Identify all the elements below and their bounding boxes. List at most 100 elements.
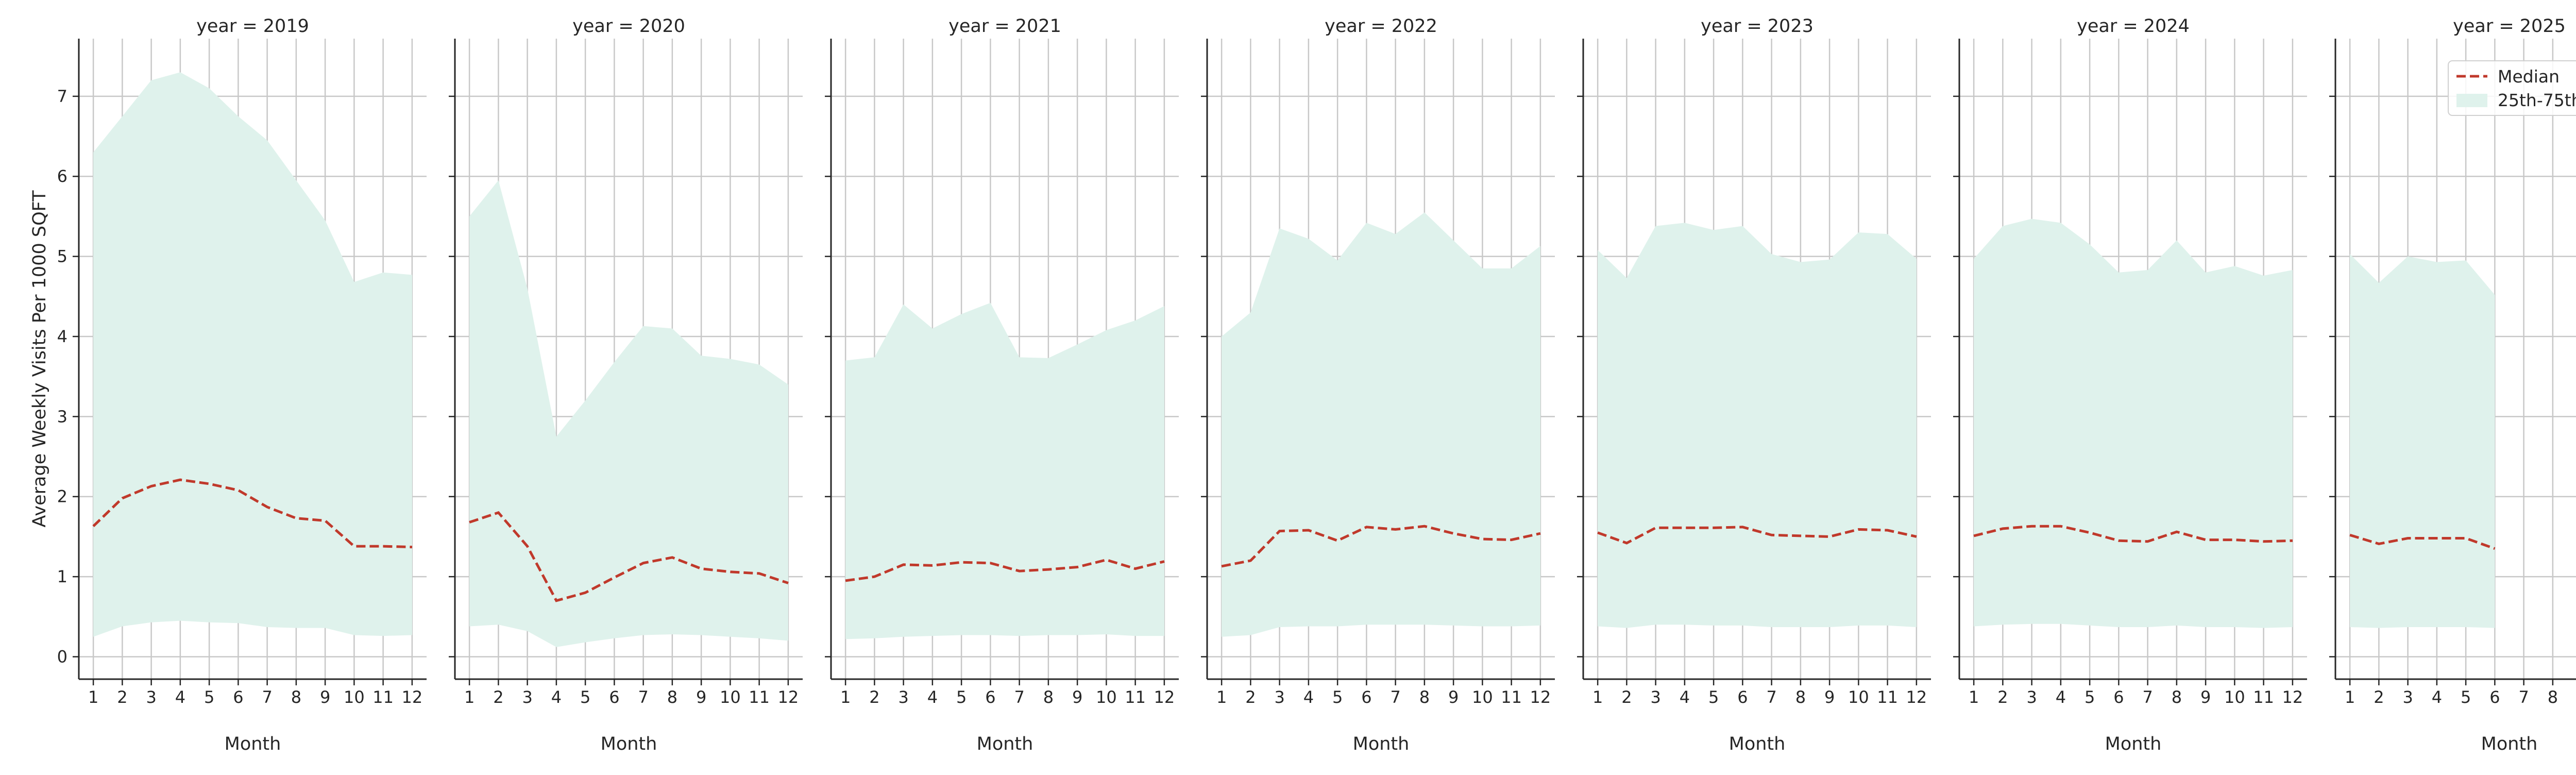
x-tick-label: 7 xyxy=(2518,687,2529,707)
x-tick-label: 6 xyxy=(1737,687,1748,707)
x-axis-label: Month xyxy=(1729,734,1786,754)
x-tick-label: 5 xyxy=(2084,687,2095,707)
median-line xyxy=(2349,533,2496,550)
x-tick-label: 8 xyxy=(1795,687,1806,707)
x-tick-label: 5 xyxy=(1708,687,1719,707)
x-tick-label: 11 xyxy=(1501,687,1522,707)
x-tick-label: 8 xyxy=(291,687,301,707)
y-tick-label: 0 xyxy=(57,647,67,666)
x-axis-label: Month xyxy=(225,734,281,754)
panel-title: year = 2025 xyxy=(2453,16,2566,37)
x-tick-label: 12 xyxy=(402,687,423,707)
x-tick-label: 7 xyxy=(1014,687,1024,707)
x-tick-label: 9 xyxy=(1448,687,1459,707)
panel-title: year = 2021 xyxy=(948,16,1061,37)
x-tick-label: 1 xyxy=(2345,687,2355,707)
x-tick-label: 5 xyxy=(1332,687,1343,707)
x-tick-label: 11 xyxy=(2253,687,2274,707)
x-tick-label: 11 xyxy=(372,687,394,707)
x-tick-label: 7 xyxy=(1766,687,1776,707)
legend: Median 25th-75th Percentile xyxy=(2448,60,2576,116)
x-tick-label: 4 xyxy=(927,687,938,707)
legend-band-swatch xyxy=(2456,94,2487,107)
x-tick-label: 9 xyxy=(1824,687,1835,707)
x-tick-label: 4 xyxy=(2432,687,2442,707)
x-tick-label: 1 xyxy=(88,687,98,707)
x-tick-label: 9 xyxy=(696,687,706,707)
x-tick-label: 7 xyxy=(2142,687,2153,707)
y-tick-label: 6 xyxy=(57,166,67,186)
median-line xyxy=(92,478,412,549)
x-tick-label: 1 xyxy=(464,687,474,707)
x-tick-label: 10 xyxy=(1096,687,1117,707)
y-axis-label: Average Weekly Visits Per 1000 SQFT xyxy=(29,190,50,528)
x-tick-label: 12 xyxy=(1530,687,1551,707)
x-tick-label: 7 xyxy=(262,687,272,707)
percentile-band xyxy=(1598,223,1917,628)
x-tick-label: 11 xyxy=(1877,687,1898,707)
percentile-band xyxy=(469,180,788,647)
x-tick-label: 10 xyxy=(344,687,365,707)
x-tick-label: 8 xyxy=(1419,687,1430,707)
percentile-band xyxy=(1222,212,1540,637)
legend-band-label: 25th-75th Percentile xyxy=(2498,90,2576,110)
panel-title: year = 2020 xyxy=(572,16,685,37)
x-axis-label: Month xyxy=(601,734,657,754)
x-tick-label: 2 xyxy=(1245,687,1256,707)
x-tick-label: 10 xyxy=(1472,687,1493,707)
percentile-band xyxy=(93,72,412,637)
x-tick-label: 12 xyxy=(1154,687,1175,707)
x-tick-label: 11 xyxy=(1125,687,1146,707)
x-axis-label: Month xyxy=(977,734,1033,754)
x-tick-label: 7 xyxy=(1390,687,1400,707)
x-tick-label: 2 xyxy=(493,687,503,707)
x-tick-label: 3 xyxy=(522,687,532,707)
x-tick-label: 4 xyxy=(551,687,562,707)
x-tick-label: 11 xyxy=(749,687,770,707)
x-tick-label: 4 xyxy=(1680,687,1690,707)
x-tick-label: 8 xyxy=(2548,687,2558,707)
x-tick-label: 8 xyxy=(667,687,677,707)
x-tick-label: 6 xyxy=(2489,687,2500,707)
x-axis-label: Month xyxy=(2481,734,2538,754)
panel-title: year = 2019 xyxy=(196,16,309,37)
median-line xyxy=(469,511,789,602)
x-tick-label: 5 xyxy=(204,687,214,707)
x-tick-label: 4 xyxy=(2056,687,2066,707)
median-line xyxy=(1597,526,1917,545)
x-tick-label: 6 xyxy=(985,687,995,707)
x-tick-label: 2 xyxy=(1621,687,1632,707)
x-tick-label: 3 xyxy=(146,687,156,707)
x-tick-label: 3 xyxy=(1274,687,1284,707)
x-tick-label: 9 xyxy=(2200,687,2211,707)
x-tick-label: 9 xyxy=(1072,687,1082,707)
x-tick-label: 6 xyxy=(233,687,243,707)
x-tick-label: 3 xyxy=(2026,687,2037,707)
y-tick-label: 5 xyxy=(57,247,67,266)
x-tick-label: 12 xyxy=(1906,687,1927,707)
x-tick-label: 10 xyxy=(2224,687,2245,707)
x-tick-label: 8 xyxy=(1043,687,1054,707)
y-tick-label: 7 xyxy=(57,87,67,106)
y-tick-label: 1 xyxy=(57,567,67,586)
x-tick-label: 7 xyxy=(638,687,648,707)
y-tick-label: 4 xyxy=(57,327,67,346)
x-tick-label: 9 xyxy=(320,687,330,707)
x-tick-label: 5 xyxy=(956,687,967,707)
x-tick-label: 6 xyxy=(609,687,619,707)
x-tick-label: 12 xyxy=(2282,687,2303,707)
x-axis-label: Month xyxy=(2105,734,2162,754)
x-tick-label: 12 xyxy=(778,687,799,707)
x-axis-label: Month xyxy=(1353,734,1410,754)
x-tick-label: 1 xyxy=(1592,687,1603,707)
median-line xyxy=(1973,525,2293,543)
median-line xyxy=(845,558,1165,582)
x-tick-label: 6 xyxy=(1361,687,1371,707)
